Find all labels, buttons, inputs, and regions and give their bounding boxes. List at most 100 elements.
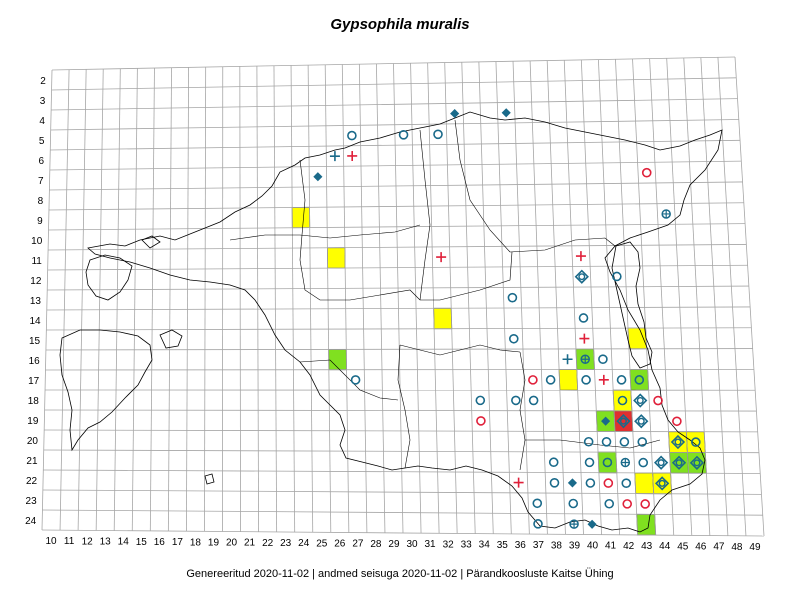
grid-line-horizontal bbox=[48, 244, 747, 251]
symbol-circle bbox=[433, 129, 443, 140]
county-border bbox=[509, 237, 616, 253]
mainland-outline bbox=[87, 111, 723, 533]
grid-x-label: 14 bbox=[118, 537, 130, 548]
grid-x-label: 39 bbox=[569, 540, 581, 551]
county-border bbox=[299, 359, 331, 363]
symbol-circle bbox=[347, 130, 357, 141]
grid-line-vertical bbox=[632, 58, 657, 536]
symbol-circle bbox=[619, 437, 630, 447]
symbol-diamond-blue bbox=[567, 478, 578, 488]
symbol-plus-red bbox=[513, 477, 524, 488]
symbol-diamond-ring-blue bbox=[574, 269, 589, 284]
grid-x-label: 43 bbox=[641, 541, 653, 552]
grid-x-label: 13 bbox=[100, 537, 112, 548]
grid-line-vertical bbox=[461, 62, 476, 534]
grid-y-label: 5 bbox=[39, 136, 45, 147]
grid-line-vertical bbox=[256, 66, 260, 532]
grid-line-vertical bbox=[666, 58, 693, 536]
symbol-circle-blue bbox=[617, 395, 628, 406]
grid-line-vertical bbox=[478, 61, 494, 534]
symbol-circle bbox=[549, 478, 560, 488]
symbol-circle-blue bbox=[583, 436, 594, 447]
grid-line-vertical bbox=[131, 68, 138, 531]
symbol-plus bbox=[575, 251, 586, 262]
grid-y-label: 21 bbox=[26, 456, 38, 467]
symbol-diamond-blue bbox=[501, 108, 511, 118]
symbol-circle bbox=[578, 313, 589, 323]
symbol-circle-blue bbox=[507, 292, 518, 303]
symbol-diamond-ring-blue bbox=[670, 434, 686, 450]
symbol-diamond bbox=[689, 455, 705, 470]
grid-line-vertical bbox=[273, 65, 278, 532]
grid-x-label: 10 bbox=[45, 536, 57, 547]
grid-line-vertical bbox=[598, 59, 620, 535]
symbol-circle bbox=[672, 416, 682, 427]
symbol-circle bbox=[602, 457, 613, 468]
symbol-circle bbox=[585, 478, 596, 488]
grid-line-horizontal bbox=[43, 469, 761, 474]
occurrence-cell-yellow bbox=[291, 206, 311, 229]
grid-x-label: 31 bbox=[425, 539, 437, 550]
symbol-circle-blue bbox=[581, 375, 591, 385]
symbol-circle-blue bbox=[637, 437, 648, 447]
symbol-circle-blue bbox=[585, 478, 596, 488]
grid-line-vertical bbox=[546, 60, 566, 535]
grid-line-horizontal bbox=[47, 285, 749, 291]
grid-x-label: 49 bbox=[749, 542, 761, 553]
symbol-circle bbox=[528, 375, 538, 385]
symbol-diamond-blue bbox=[601, 416, 611, 426]
grid-line-vertical bbox=[427, 62, 440, 534]
symbol-circle-red bbox=[640, 499, 650, 509]
grid-x-label: 23 bbox=[280, 538, 292, 549]
county-border bbox=[229, 224, 421, 241]
symbol-circle bbox=[658, 479, 666, 487]
symbol-plus bbox=[579, 333, 590, 344]
symbol-diamond-blue bbox=[450, 109, 460, 119]
grid-line-horizontal bbox=[50, 119, 739, 131]
grid-x-label: 20 bbox=[226, 538, 238, 549]
symbol-plus-red bbox=[575, 251, 586, 262]
symbol-circle-blue bbox=[616, 375, 627, 385]
symbol-circle bbox=[508, 333, 519, 344]
symbol-circle bbox=[637, 437, 648, 447]
grid-line-vertical bbox=[700, 57, 729, 536]
county-border bbox=[329, 359, 399, 401]
grid-line-vertical bbox=[185, 67, 190, 532]
symbol-circle-blue bbox=[508, 333, 519, 344]
symbol-plus-red bbox=[579, 333, 590, 344]
grid-line-horizontal bbox=[47, 264, 748, 271]
symbol-diamond bbox=[450, 109, 460, 119]
symbol-diamond bbox=[670, 434, 686, 450]
symbol-circle bbox=[621, 478, 632, 488]
grid-x-label: 33 bbox=[461, 540, 473, 551]
symbol-circle-blue bbox=[598, 354, 608, 364]
grid-line-vertical bbox=[734, 56, 765, 537]
symbol-circle-red bbox=[528, 375, 538, 385]
grid-y-label: 16 bbox=[29, 356, 41, 367]
grid-y-label: 20 bbox=[27, 436, 39, 447]
symbol-circle bbox=[691, 437, 701, 447]
symbol-diamond-blue bbox=[313, 172, 323, 182]
symbol-circle bbox=[634, 375, 645, 385]
grid-y-label: 9 bbox=[37, 216, 43, 227]
grid-labels: 10 11 12 13 14 15 16 17 18 19 20 21 22 23 24 25 26 27 28 29… bbox=[25, 76, 761, 553]
grid-line-vertical bbox=[149, 68, 155, 531]
symbol-circle-blue bbox=[568, 498, 579, 509]
symbol-plus-red bbox=[436, 252, 447, 263]
grid-line-vertical bbox=[341, 64, 350, 533]
symbol-plus bbox=[347, 150, 358, 161]
symbol-circle-blue bbox=[532, 498, 543, 509]
symbol-circle-blue bbox=[601, 436, 612, 447]
symbol-diamond bbox=[574, 269, 589, 284]
symbol-plus bbox=[662, 209, 671, 218]
symbol-diamond bbox=[634, 414, 649, 429]
symbol-diamond-ring-blue bbox=[633, 393, 648, 408]
symbol-diamond bbox=[587, 519, 597, 529]
grid-y-label: 12 bbox=[30, 276, 42, 287]
occurrence-cell-green bbox=[629, 369, 650, 391]
symbol-circle bbox=[581, 375, 591, 385]
symbol-circle-blue bbox=[347, 130, 357, 141]
island-vormsi bbox=[141, 235, 161, 249]
grid-y-label: 15 bbox=[29, 336, 41, 347]
